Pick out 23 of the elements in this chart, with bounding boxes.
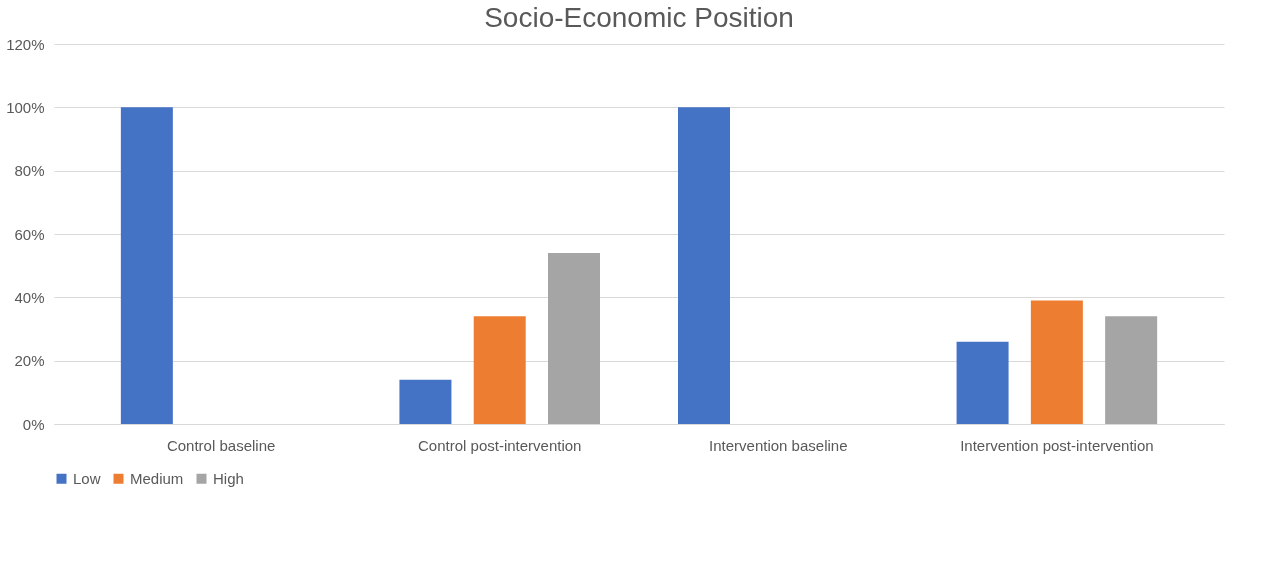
legend-label: Medium: [130, 469, 184, 487]
y-tick-label: 40%: [14, 288, 45, 306]
y-tick-label: 100%: [6, 98, 45, 116]
legend-label: High: [213, 469, 244, 487]
y-tick-label: 0%: [22, 415, 45, 433]
bar: [956, 341, 1009, 424]
bar: [1105, 316, 1158, 424]
x-tick-label: Intervention post-intervention: [960, 436, 1154, 454]
x-tick-label: Control post-intervention: [418, 436, 582, 454]
bar: [1030, 300, 1083, 424]
x-tick-label: Control baseline: [166, 436, 276, 454]
bar: [120, 107, 173, 424]
y-tick-label: 120%: [6, 35, 45, 53]
chart-title: Socio-Economic Position: [484, 2, 794, 33]
y-tick-label: 80%: [14, 162, 45, 180]
y-tick-label: 20%: [14, 352, 45, 370]
y-tick-label: 60%: [14, 225, 45, 243]
bar: [678, 107, 730, 424]
bar: [473, 316, 526, 424]
bar: [399, 379, 452, 424]
legend-label: Low: [73, 469, 101, 487]
x-tick-label: Intervention baseline: [709, 436, 848, 454]
bar: [548, 253, 600, 424]
